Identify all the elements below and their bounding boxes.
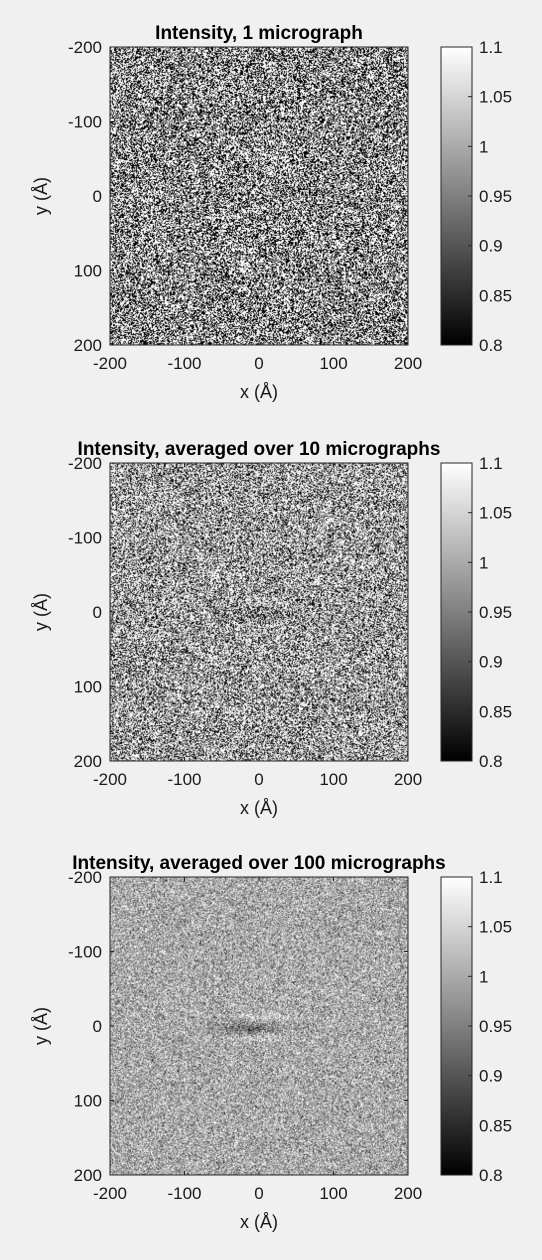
colorbar-tick-label: 0.8 — [479, 336, 503, 355]
colorbar-tick-label: 1 — [479, 137, 488, 156]
x-tick-label: 200 — [394, 770, 422, 789]
colorbar-tick-label: 1.05 — [479, 88, 512, 107]
chart-1: Intensity, 1 micrograph-200 -100 0 100 200-2… — [31, 23, 512, 402]
chart-3: Intensity, averaged over 100 micrographs… — [31, 853, 512, 1232]
x-tick-label: -100 — [167, 770, 201, 789]
x-tick-label: 200 — [394, 1184, 422, 1203]
y-tick-label: -200 — [68, 38, 102, 57]
colorbar — [440, 46, 473, 346]
y-tick-label: 0 — [93, 187, 102, 206]
y-tick-label: -100 — [68, 529, 102, 548]
y-tick-label: 0 — [93, 603, 102, 622]
x-tick-label: -100 — [167, 354, 201, 373]
x-axis-label: x (Å) — [240, 1212, 278, 1232]
x-tick-label: 100 — [319, 354, 347, 373]
y-tick-label: 200 — [74, 752, 102, 771]
colorbar-tick-label: 0.95 — [479, 1017, 512, 1036]
x-tick-label: 100 — [319, 770, 347, 789]
colorbar-tick-label: 0.85 — [479, 286, 512, 305]
colorbar-tick-label: 0.85 — [479, 702, 512, 721]
y-tick-label: 100 — [74, 678, 102, 697]
chart-title: Intensity, averaged over 100 micrographs — [72, 853, 445, 874]
colorbar-tick-label: 1 — [479, 967, 488, 986]
x-tick-label: 0 — [254, 1184, 263, 1203]
colorbar-tick-label: 1 — [479, 553, 488, 572]
chart-title: Intensity, 1 micrograph — [155, 23, 363, 44]
colorbar — [440, 876, 473, 1176]
colorbar-tick-label: 1.05 — [479, 918, 512, 937]
x-axis-label: x (Å) — [240, 798, 278, 818]
x-tick-label: 0 — [254, 770, 263, 789]
colorbar-tick-label: 0.8 — [479, 1166, 503, 1185]
colorbar-tick-label: 1.1 — [479, 38, 503, 57]
y-tick-label: -200 — [68, 454, 102, 473]
x-tick-label: 0 — [254, 354, 263, 373]
colorbar-tick-label: 0.9 — [479, 1067, 503, 1086]
y-tick-label: 100 — [74, 1092, 102, 1111]
y-axis-label: y (Å) — [31, 593, 51, 631]
x-tick-label: -100 — [167, 1184, 201, 1203]
colorbar-tick-label: 0.95 — [479, 603, 512, 622]
y-axis-label: y (Å) — [31, 1007, 51, 1045]
y-tick-label: 200 — [74, 1166, 102, 1185]
colorbar — [440, 462, 473, 762]
heatmap-image — [110, 877, 408, 1175]
y-axis-label: y (Å) — [31, 177, 51, 215]
colorbar-tick-label: 0.95 — [479, 187, 512, 206]
x-axis-label: x (Å) — [240, 382, 278, 402]
y-tick-label: 0 — [93, 1017, 102, 1036]
colorbar-tick-label: 1.1 — [479, 868, 503, 887]
x-tick-label: -200 — [93, 354, 127, 373]
heatmap-image — [110, 47, 408, 345]
colorbar-tick-label: 0.8 — [479, 752, 503, 771]
colorbar-tick-label: 1.1 — [479, 454, 503, 473]
y-tick-label: -200 — [68, 868, 102, 887]
chart-2: Intensity, averaged over 10 micrographs-… — [31, 439, 512, 818]
colorbar-tick-label: 0.85 — [479, 1116, 512, 1135]
x-tick-label: -200 — [93, 1184, 127, 1203]
y-tick-label: -100 — [68, 943, 102, 962]
colorbar-tick-label: 0.9 — [479, 653, 503, 672]
x-tick-label: -200 — [93, 770, 127, 789]
chart-title: Intensity, averaged over 10 micrographs — [78, 439, 441, 460]
y-tick-label: 100 — [74, 262, 102, 281]
colorbar-tick-label: 0.9 — [479, 237, 503, 256]
colorbar-tick-label: 1.05 — [479, 504, 512, 523]
y-tick-label: -100 — [68, 113, 102, 132]
x-tick-label: 100 — [319, 1184, 347, 1203]
x-tick-label: 200 — [394, 354, 422, 373]
heatmap-image — [110, 463, 408, 761]
y-tick-label: 200 — [74, 336, 102, 355]
